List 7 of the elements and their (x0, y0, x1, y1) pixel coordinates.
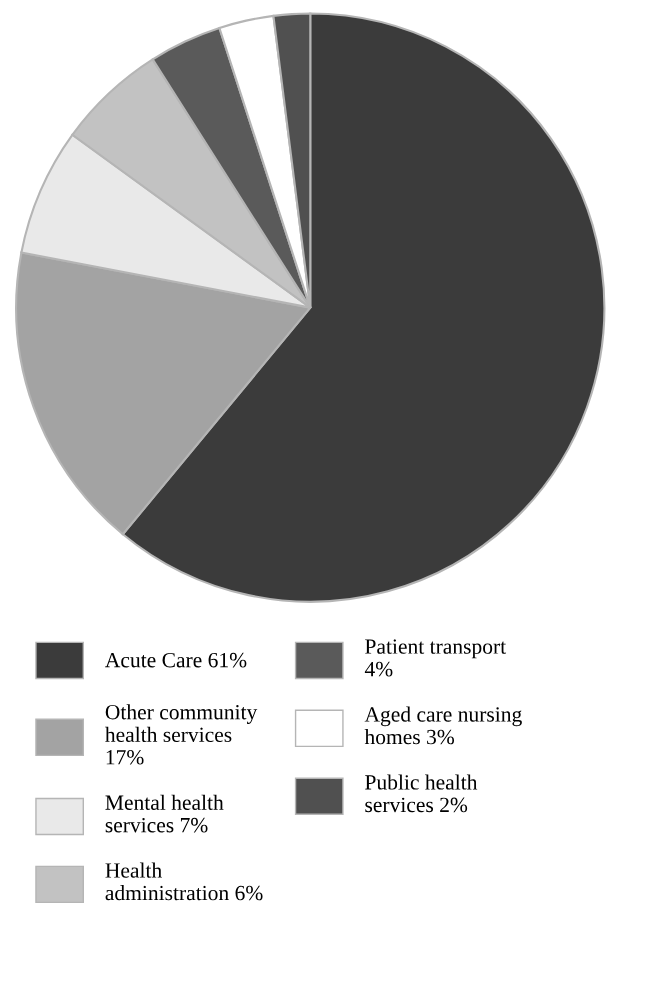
legend-label: Public health services 2% (365, 774, 478, 813)
legend-label: Patient transport 4% (364, 639, 507, 677)
legend-label: Acute Care 61% (105, 652, 247, 668)
legend-label: Mental health services 7% (105, 794, 224, 833)
legend-label: Aged care nursing homes 3% (364, 706, 522, 745)
legend-label: Other community health services 17% (105, 704, 258, 765)
legend-label: Health administration 6% (105, 862, 263, 901)
